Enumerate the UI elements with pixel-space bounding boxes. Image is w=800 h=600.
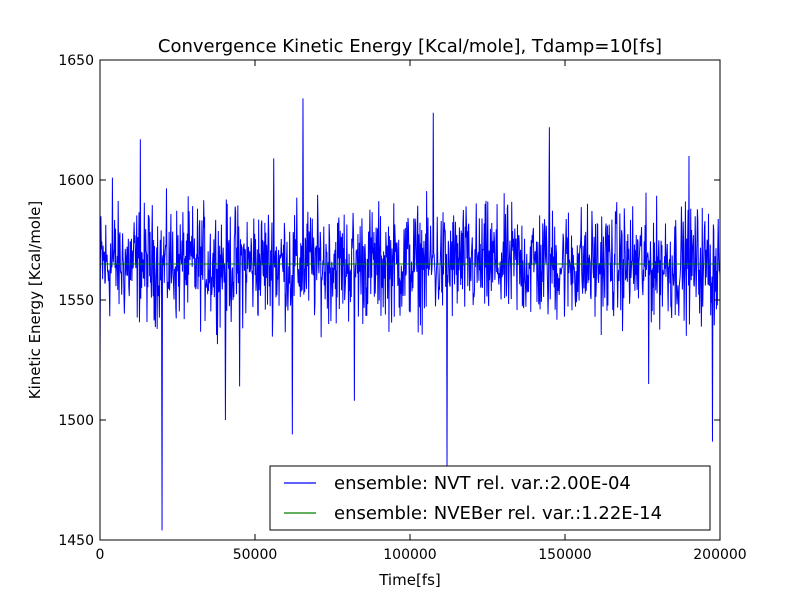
legend: ensemble: NVT rel. var.:2.00E-04 ensembl… xyxy=(269,465,711,531)
x-axis-label: Time[fs] xyxy=(378,571,441,589)
legend-box xyxy=(269,465,711,531)
tick-layer: 0 50000 100000 150000 200000 1450 1500 1550 1600… xyxy=(58,53,746,563)
x-tick-label: 50000 xyxy=(233,547,278,563)
series-line-nvt xyxy=(100,98,720,531)
x-tick-label: 150000 xyxy=(538,547,591,563)
y-tick-label: 1450 xyxy=(58,533,94,549)
series-layer xyxy=(100,98,720,531)
x-tick-label: 200000 xyxy=(693,547,746,563)
legend-label-nvt: ensemble: NVT rel. var.:2.00E-04 xyxy=(334,473,631,494)
y-tick-label: 1500 xyxy=(58,413,94,429)
y-tick-label: 1600 xyxy=(58,173,94,189)
y-tick-label: 1650 xyxy=(58,53,94,69)
y-tick-label: 1550 xyxy=(58,293,94,309)
legend-label-nveber: ensemble: NVEBer rel. var.:1.22E-14 xyxy=(334,503,662,524)
chart-title: Convergence Kinetic Energy [Kcal/mole], … xyxy=(158,36,662,57)
x-tick-label: 100000 xyxy=(383,547,436,563)
y-axis-label: Kinetic Energy [Kcal/mole] xyxy=(26,201,44,399)
x-tick-label: 0 xyxy=(96,547,105,563)
